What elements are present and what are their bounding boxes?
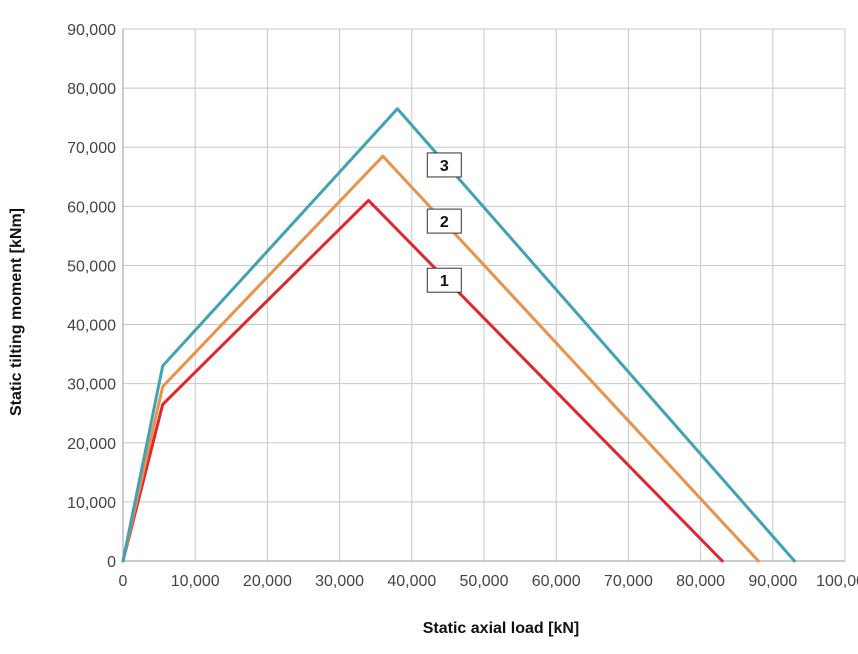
x-tick-label: 20,000 bbox=[243, 573, 292, 590]
series-label-2: 2 bbox=[426, 208, 462, 234]
axes bbox=[122, 29, 845, 562]
y-tick-label: 30,000 bbox=[67, 377, 116, 394]
series-lines bbox=[121, 107, 796, 563]
y-tick-label: 20,000 bbox=[67, 436, 116, 453]
series-label-text: 2 bbox=[440, 214, 449, 231]
x-tick-label: 50,000 bbox=[460, 573, 509, 590]
y-tick-label: 40,000 bbox=[67, 318, 116, 335]
series-label-box bbox=[426, 208, 462, 234]
series-line-1 bbox=[121, 198, 724, 563]
y-tick-label: 70,000 bbox=[67, 140, 116, 157]
series-label-3: 3 bbox=[426, 152, 462, 178]
series-labels: 1 2 3 bbox=[426, 152, 462, 293]
x-tick-label: 10,000 bbox=[171, 573, 220, 590]
y-tick-label: 10,000 bbox=[67, 495, 116, 512]
x-tick-label: 90,000 bbox=[748, 573, 797, 590]
x-tick-label: 30,000 bbox=[315, 573, 364, 590]
grid bbox=[123, 28, 846, 561]
series-label-text: 1 bbox=[440, 273, 449, 290]
series-label-1: 1 bbox=[426, 267, 462, 293]
y-tick-label: 60,000 bbox=[67, 199, 116, 216]
y-tick-label: 50,000 bbox=[67, 258, 116, 275]
x-tick-label: 40,000 bbox=[387, 573, 436, 590]
series-label-text: 3 bbox=[440, 158, 449, 175]
y-tick-label: 90,000 bbox=[67, 22, 116, 39]
series-label-box bbox=[426, 267, 462, 293]
x-tick-label: 60,000 bbox=[532, 573, 581, 590]
x-tick-label: 70,000 bbox=[604, 573, 653, 590]
series-line-2 bbox=[121, 154, 760, 563]
y-tick-label: 0 bbox=[107, 554, 116, 571]
y-tick-label: 80,000 bbox=[67, 81, 116, 98]
series-line-3 bbox=[121, 107, 796, 563]
y-axis-title: Static tilting moment [kNm] bbox=[8, 208, 25, 416]
tick-labels: 0 10,000 20,000 30,000 40,000 50,000 60,000 70,… bbox=[67, 22, 858, 590]
x-tick-label: 0 bbox=[119, 573, 128, 590]
x-tick-label: 80,000 bbox=[676, 573, 725, 590]
x-tick-label: 100,000 bbox=[816, 573, 858, 590]
series-label-box bbox=[426, 152, 462, 178]
x-axis-title: Static axial load [kN] bbox=[423, 620, 580, 637]
